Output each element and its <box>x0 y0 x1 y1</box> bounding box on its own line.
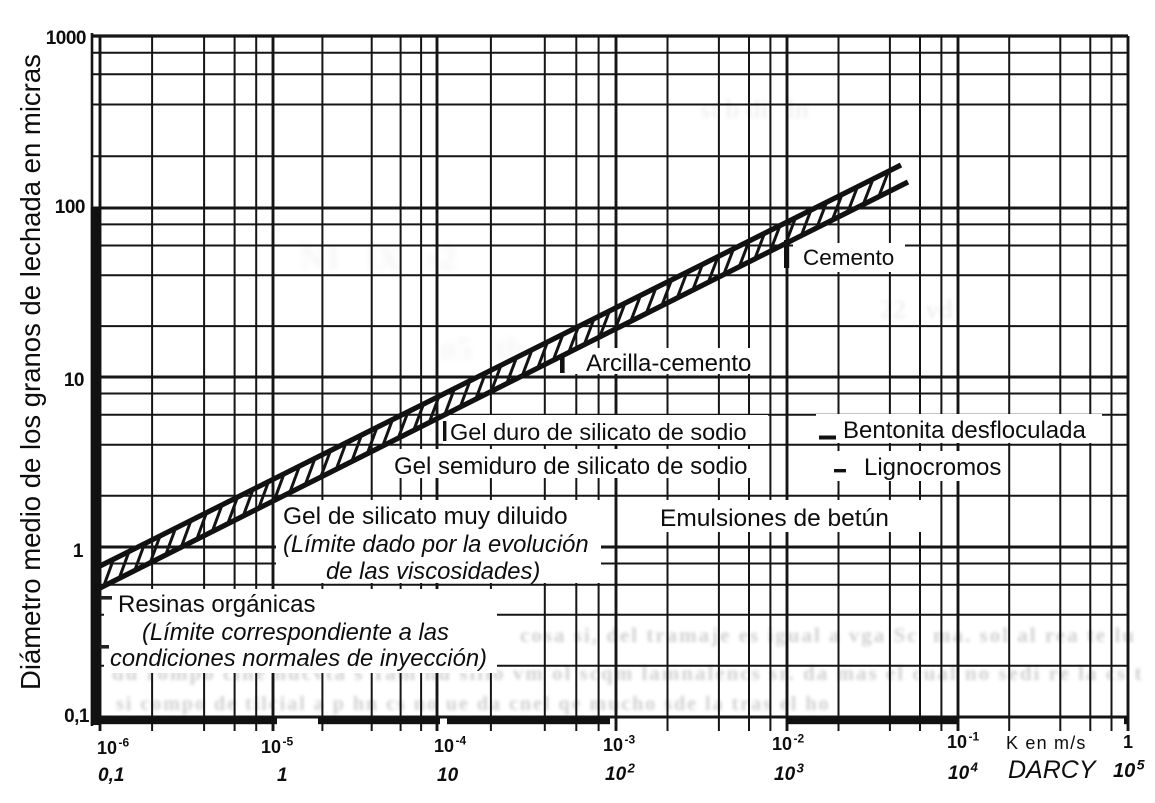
svg-text:1: 1 <box>277 765 288 786</box>
svg-text:10: 10 <box>64 370 84 391</box>
svg-text:103: 10 3 <box>774 761 805 786</box>
svg-text:10-2: 10 -2 <box>772 732 805 755</box>
svg-text:10-1: 10 -1 <box>947 730 980 753</box>
svg-text:condiciones normales de inyecc: condiciones normales de inyección) <box>110 645 487 672</box>
svg-text:10-4: 10 -4 <box>434 734 467 757</box>
svg-text:0,1: 0,1 <box>64 706 90 727</box>
svg-text:Gel semiduro de silicato de so: Gel semiduro de silicato de sodio <box>394 453 748 480</box>
svg-text:Gel de silicato muy diluido: Gel de silicato muy diluido <box>283 503 568 530</box>
svg-text:105: 10 5 <box>1113 757 1145 783</box>
svg-text:(Límite dado por la evolución: (Límite dado por la evolución <box>283 531 589 558</box>
svg-text:104: 10 4 <box>948 760 979 785</box>
svg-text:Lignocromos: Lignocromos <box>864 454 1001 481</box>
svg-text:102: 10 2 <box>605 761 636 786</box>
svg-text:(Límite correspondiente a las: (Límite correspondiente a las <box>142 619 449 646</box>
svg-text:1000: 1000 <box>46 28 86 49</box>
svg-text:100: 100 <box>55 197 85 218</box>
svg-text:10: 10 <box>437 765 459 786</box>
svg-text:1: 1 <box>1123 732 1133 752</box>
svg-text:10-3: 10 -3 <box>603 733 636 756</box>
svg-text:Arcilla-cemento: Arcilla-cemento <box>586 350 751 377</box>
svg-text:10-5: 10 -5 <box>261 735 294 758</box>
svg-text:Resinas orgánicas: Resinas orgánicas <box>118 591 315 618</box>
svg-text:Emulsiones de betún: Emulsiones de betún <box>660 505 889 532</box>
svg-text:0,1: 0,1 <box>98 765 124 786</box>
svg-text:Diámetro medio de los granos d: Diámetro medio de los granos de lechada … <box>15 54 46 690</box>
svg-text:K en m/s: K en m/s <box>1006 733 1087 753</box>
svg-text:1: 1 <box>73 541 84 562</box>
svg-text:de las viscosidades): de las viscosidades) <box>326 558 540 585</box>
svg-text:Gel duro de silicato de sodio: Gel duro de silicato de sodio <box>450 419 747 445</box>
svg-text:DARCY: DARCY <box>1008 756 1098 784</box>
svg-text:Bentonita desfloculada: Bentonita desfloculada <box>843 417 1087 444</box>
svg-text:10-6: 10 -6 <box>97 736 130 759</box>
svg-text:Cemento: Cemento <box>803 245 894 270</box>
